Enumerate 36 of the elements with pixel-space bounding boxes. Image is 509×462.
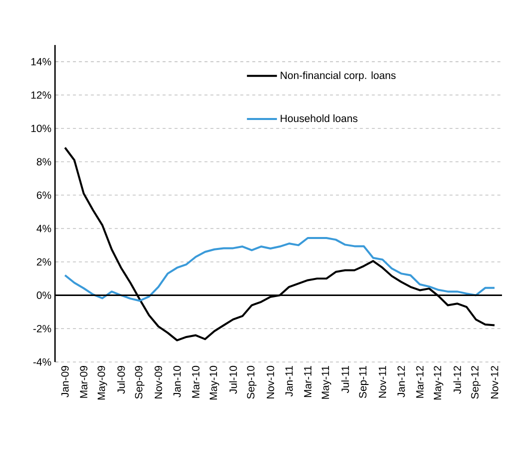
x-tick-label: Nov-11 (378, 366, 386, 398)
x-tick-label: Mar-11 (304, 366, 312, 398)
y-tick-label: 8% (36, 158, 52, 166)
x-tick-label: Mar-10 (192, 366, 200, 398)
legend-label: Non-financial corp. loans (280, 71, 396, 82)
x-tick-label: Sep-09 (134, 366, 144, 399)
y-tick-label: -4% (33, 358, 52, 366)
x-tick-label: Jul-12 (453, 366, 462, 394)
x-tick-label: Nov-12 (490, 366, 498, 398)
y-tick-label: 2% (36, 258, 52, 266)
x-tick-label: Nov-09 (154, 366, 162, 398)
x-tick-label: May-10 (210, 366, 220, 400)
x-tick-label: Mar-09 (80, 366, 88, 398)
x-tick-label: Jan-11 (285, 366, 293, 397)
x-tick-label: Sep-12 (471, 366, 481, 399)
x-tick-label: Nov-10 (266, 366, 274, 398)
y-tick-label: 6% (36, 191, 52, 199)
x-tick-label: Mar-12 (416, 366, 424, 398)
x-tick-label: May-09 (98, 366, 108, 400)
y-tick-label: 10% (31, 124, 52, 132)
y-tick-label: -2% (33, 324, 52, 332)
x-tick-label: Jul-09 (117, 366, 125, 394)
x-tick-label: May-11 (322, 366, 332, 399)
y-tick-label: 0% (36, 292, 52, 299)
x-tick-label: May-12 (434, 366, 444, 400)
x-tick-label: Jan-12 (397, 366, 405, 398)
x-tick-label: Sep-11 (359, 366, 369, 398)
legend-label: Household loans (280, 114, 358, 122)
x-tick-label: Jan-09 (61, 366, 69, 398)
y-tick-label: 12% (31, 91, 52, 99)
x-tick-label: Sep-10 (247, 366, 256, 399)
x-tick-label: Jul-11 (341, 366, 349, 394)
x-tick-label: Jan-10 (173, 366, 181, 398)
y-tick-label: 14% (31, 58, 52, 66)
x-tick-label: Jul-10 (229, 366, 237, 394)
y-tick-label: 4% (36, 224, 52, 232)
